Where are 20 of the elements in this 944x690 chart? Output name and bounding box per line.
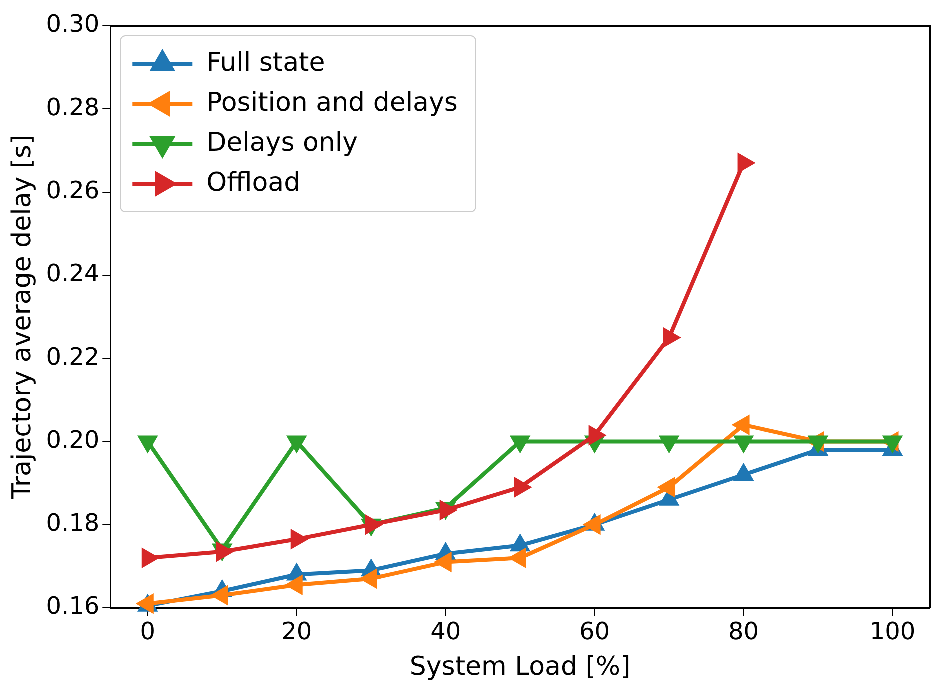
- x-tick-label: 60: [580, 618, 610, 646]
- legend-label: Full state: [206, 48, 326, 78]
- y-tick-label: 0.30: [46, 10, 100, 38]
- y-axis-title: Trajectory average delay [s]: [7, 134, 38, 500]
- y-tick-label: 0.28: [46, 93, 100, 122]
- y-tick-label: 0.22: [46, 342, 100, 371]
- x-tick-label: 0: [140, 618, 156, 646]
- y-tick-label: 0.26: [46, 176, 100, 205]
- legend-label: Delays only: [206, 128, 358, 158]
- y-tick-label: 0.24: [46, 260, 100, 288]
- x-axis-title: System Load [%]: [410, 652, 631, 682]
- x-tick-label: 40: [430, 618, 462, 646]
- legend-label: Position and delays: [206, 88, 458, 118]
- legend-label: Offload: [206, 168, 301, 198]
- y-tick-label: 0.18: [46, 509, 100, 538]
- x-tick-label: 80: [728, 618, 760, 646]
- y-tick-label: 0.20: [46, 426, 100, 454]
- y-tick-label: 0.16: [46, 592, 100, 620]
- x-tick-label: 20: [282, 618, 312, 646]
- x-tick-label: 100: [870, 618, 916, 646]
